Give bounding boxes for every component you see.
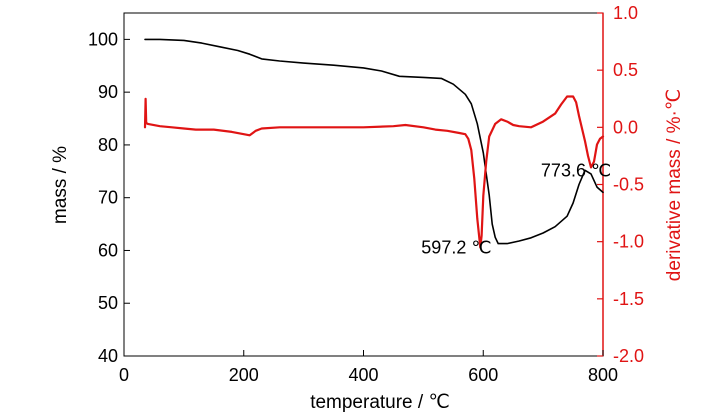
y-left-tick-label: 50: [98, 293, 118, 313]
mass-series-line: [144, 38, 604, 245]
y-right-tick-label: 1.0: [613, 3, 638, 23]
y-right-tick-label: -1.0: [613, 232, 644, 252]
y-left-tick-label: 80: [98, 135, 118, 155]
y-right-tick-label: -1.5: [613, 289, 644, 309]
x-tick-label: 400: [348, 365, 378, 385]
derivative-series-line: [143, 95, 605, 249]
x-ticks: 0 200 400 600 800: [119, 350, 618, 385]
x-tick-label: 0: [119, 365, 129, 385]
y-left-tick-label: 70: [98, 188, 118, 208]
y-left-tick-label: 60: [98, 240, 118, 260]
y-right-tick-label: 0.0: [613, 117, 638, 137]
annotation-layer: 597.2 ℃ 773.6 ℃: [421, 160, 611, 257]
y-right-ticks: -2.0 -1.5 -1.0 -0.5 0.0 0.5 1.0: [597, 3, 644, 366]
y-left-tick-label: 40: [98, 346, 118, 366]
series-layer: [143, 38, 605, 249]
y-left-tick-label: 90: [98, 82, 118, 102]
x-tick-label: 600: [468, 365, 498, 385]
y-left-axis-title: mass / %: [50, 146, 71, 224]
x-axis-title: temperature / ℃: [310, 392, 450, 413]
x-tick-label: 800: [588, 365, 618, 385]
y-left-ticks: 40 50 60 70 80 90 100: [88, 29, 130, 366]
annotation-label: 773.6 ℃: [541, 160, 611, 180]
annotation-label: 597.2 ℃: [421, 237, 491, 257]
x-tick-label: 200: [229, 365, 259, 385]
y-left-tick-label: 100: [88, 29, 118, 49]
y-right-axis-title: derivative mass / %·℃: [664, 89, 685, 281]
y-right-tick-label: -0.5: [613, 175, 644, 195]
y-right-tick-label: -2.0: [613, 346, 644, 366]
y-right-tick-label: 0.5: [613, 60, 638, 80]
plot-frame: [123, 12, 604, 357]
